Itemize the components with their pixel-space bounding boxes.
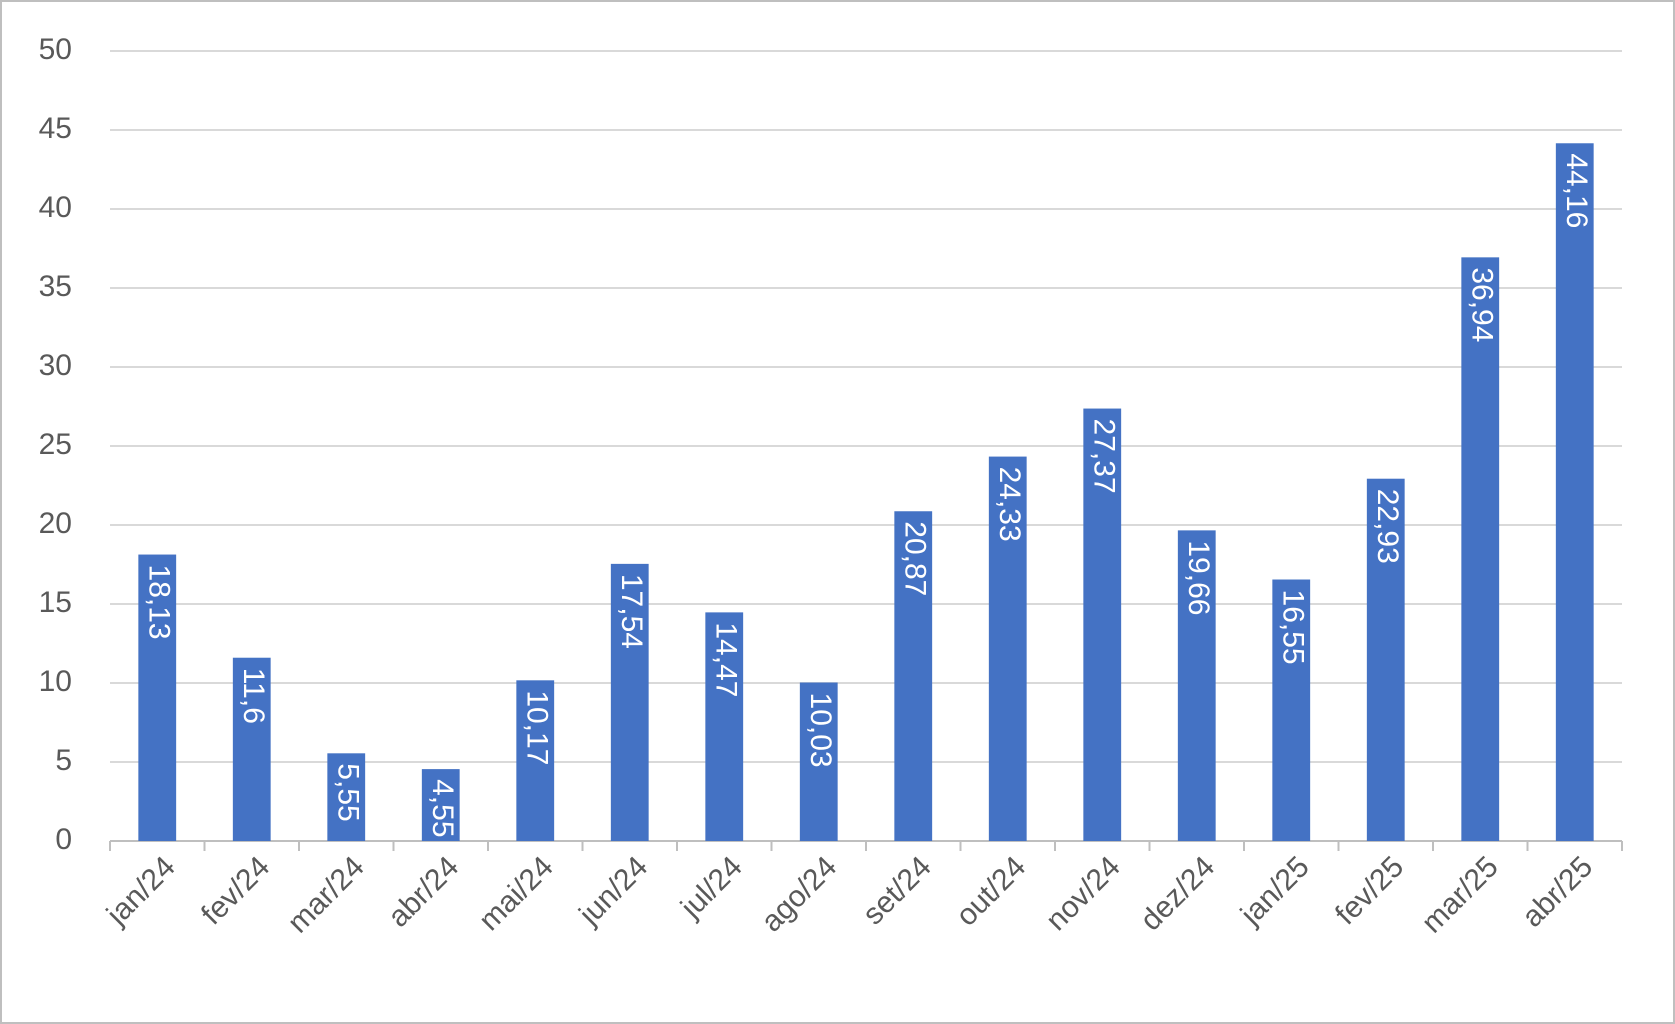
bar	[1366, 478, 1405, 841]
y-tick-label: 5	[55, 744, 72, 777]
value-label: 27,37	[1087, 419, 1120, 494]
y-tick-label: 10	[39, 665, 72, 698]
y-tick-label: 20	[39, 507, 72, 540]
y-tick-label: 50	[39, 33, 72, 66]
value-label: 20,87	[898, 521, 931, 596]
value-label: 44,16	[1560, 153, 1593, 228]
y-tick-label: 40	[39, 191, 72, 224]
bar	[1272, 579, 1311, 841]
y-tick-label: 15	[39, 586, 72, 619]
bar	[1461, 257, 1500, 841]
y-tick-label: 30	[39, 349, 72, 382]
y-tick-label: 45	[39, 112, 72, 145]
bar	[1555, 143, 1594, 841]
bar	[516, 680, 555, 841]
value-label: 24,33	[993, 467, 1026, 542]
value-label: 10,17	[520, 690, 553, 765]
bars: 18,13 11,6 5,55 4,55 10,17 17,54 14,47 10,03 20,…	[138, 143, 1594, 841]
bar	[327, 753, 366, 841]
bar	[1177, 530, 1216, 841]
bar	[894, 511, 933, 841]
bar	[1083, 408, 1122, 841]
value-label: 11,6	[237, 668, 270, 724]
bar	[138, 554, 177, 841]
value-label: 16,55	[1276, 590, 1309, 665]
bar	[232, 657, 271, 841]
value-label: 14,47	[709, 622, 742, 697]
value-label: 18,13	[142, 565, 175, 640]
value-label: 19,66	[1182, 540, 1215, 615]
value-label: 22,93	[1371, 489, 1404, 564]
bar	[799, 682, 838, 841]
bar	[705, 612, 744, 841]
y-tick-label: 35	[39, 270, 72, 303]
y-tick-label: 0	[55, 823, 72, 856]
value-label: 5,55	[331, 763, 364, 821]
bar	[988, 456, 1027, 841]
y-tick-label: 25	[39, 428, 72, 461]
value-label: 10,03	[804, 693, 837, 768]
bar	[421, 769, 460, 841]
value-label: 36,94	[1465, 267, 1498, 342]
value-label: 4,55	[426, 779, 459, 837]
bar	[610, 563, 649, 841]
value-label: 17,54	[615, 574, 648, 649]
